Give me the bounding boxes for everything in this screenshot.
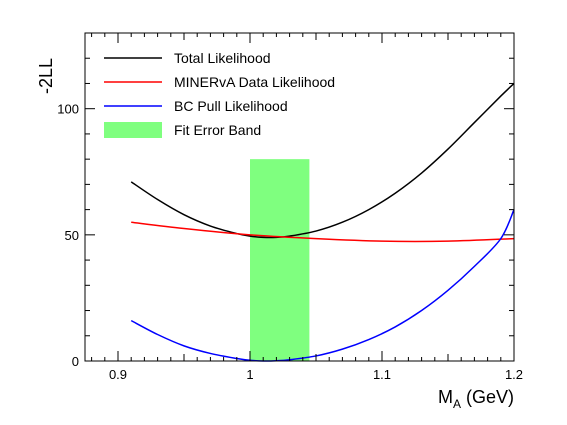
legend-bc-pull-likelihood: BC Pull Likelihood bbox=[104, 98, 288, 114]
legend-label: MINERvA Data Likelihood bbox=[174, 74, 335, 90]
y-tick-label: 50 bbox=[65, 228, 79, 243]
legend-minerva-data-likelihood: MINERvA Data Likelihood bbox=[104, 74, 335, 90]
bc-pull-likelihood-line bbox=[130, 209, 515, 362]
legend-swatch-box bbox=[104, 122, 162, 138]
legend-label: BC Pull Likelihood bbox=[174, 98, 288, 114]
x-axis-title: MA (GeV) bbox=[438, 387, 514, 411]
plot-frame bbox=[84, 32, 515, 362]
legend-fit-error-band: Fit Error Band bbox=[104, 122, 261, 138]
total-likelihood-line bbox=[130, 82, 515, 239]
legend-label: Total Likelihood bbox=[174, 50, 271, 66]
x-tick-label: 1.1 bbox=[373, 367, 391, 382]
minerva-data-likelihood-line bbox=[131, 221, 515, 243]
y-tick-label: 100 bbox=[57, 102, 79, 117]
x-tick-label: 1 bbox=[246, 367, 253, 382]
legend-label: Fit Error Band bbox=[174, 122, 261, 138]
fit-error-band bbox=[250, 159, 310, 361]
x-tick-label: 0.9 bbox=[109, 367, 127, 382]
x-tick-label: 1.2 bbox=[505, 367, 523, 382]
y-axis-title: -2LL bbox=[36, 58, 56, 94]
y-tick-label: 0 bbox=[72, 354, 79, 369]
legend-total-likelihood: Total Likelihood bbox=[104, 50, 271, 66]
